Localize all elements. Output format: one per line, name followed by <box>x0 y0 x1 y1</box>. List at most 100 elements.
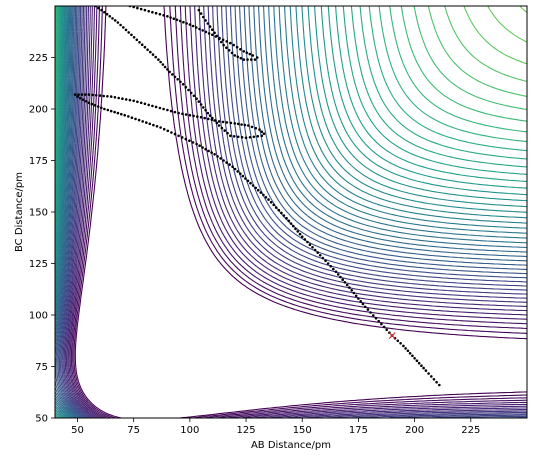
trajectory-point <box>87 101 90 105</box>
trajectory-point <box>87 93 90 96</box>
trajectory-point <box>232 43 235 47</box>
trajectory-point <box>225 46 228 49</box>
trajectory-point <box>109 109 113 113</box>
trajectory-point <box>149 50 152 54</box>
trajectory-point <box>329 264 333 268</box>
contour-level <box>487 6 527 43</box>
trajectory-point <box>430 375 433 378</box>
trajectory-point <box>242 58 246 61</box>
trajectory-point <box>240 123 243 126</box>
trajectory-point <box>207 149 210 153</box>
trajectory-point <box>262 193 265 197</box>
trajectory-point <box>121 97 124 100</box>
trajectory-point <box>124 28 128 32</box>
trajectory-point <box>197 8 201 12</box>
trajectory-point <box>221 120 225 124</box>
trajectory-point <box>204 108 207 112</box>
trajectory-point <box>204 147 207 151</box>
trajectory-point <box>225 161 228 164</box>
contour-level <box>55 6 527 418</box>
trajectory-point <box>146 48 149 51</box>
trajectory-point <box>137 118 141 122</box>
trajectory-point <box>132 36 136 39</box>
trajectory-point <box>251 184 255 187</box>
trajectory-point <box>408 352 412 355</box>
trajectory-point <box>277 208 281 212</box>
trajectory-point <box>155 125 159 128</box>
trajectory-point <box>348 286 351 289</box>
trajectory-point <box>124 98 128 101</box>
trajectory-point <box>192 114 195 118</box>
trajectory-point <box>148 122 152 126</box>
contour-lines <box>55 6 527 418</box>
trajectory-point <box>147 9 150 13</box>
trajectory-point <box>191 141 195 144</box>
trajectory-point <box>143 45 147 49</box>
y-tick-label: 200 <box>29 105 48 116</box>
trajectory-point <box>240 136 244 139</box>
trajectory-point <box>354 294 358 298</box>
trajectory-point <box>256 135 260 138</box>
trajectory-point <box>195 97 198 100</box>
trajectory-point <box>343 281 347 284</box>
x-tick-label: 75 <box>127 425 140 436</box>
trajectory-point <box>334 270 338 274</box>
trajectory-point <box>227 49 231 52</box>
trajectory-point <box>162 14 165 17</box>
trajectory-point <box>196 115 199 118</box>
trajectory-point <box>321 256 325 260</box>
trajectory-point <box>96 105 100 108</box>
contour-level <box>55 6 527 418</box>
trajectory-point <box>93 104 97 107</box>
trajectory-point <box>366 308 370 311</box>
trajectory-point <box>147 103 150 107</box>
trajectory-point <box>179 80 182 84</box>
trajectory-point <box>154 11 158 15</box>
contour-level <box>56 6 527 418</box>
trajectory-point <box>361 302 365 306</box>
trajectory-point <box>213 153 216 156</box>
trajectory-point <box>226 131 229 135</box>
trajectory-point <box>98 94 102 97</box>
trajectory-point <box>145 121 148 124</box>
trajectory-point <box>372 314 375 317</box>
trajectory-point <box>94 94 98 97</box>
trajectory-point <box>199 115 203 119</box>
trajectory-point <box>138 41 141 44</box>
contour-level <box>74 6 527 418</box>
trajectory-point <box>435 380 438 384</box>
y-tick-label: 50 <box>35 414 48 425</box>
contour-level <box>413 6 527 111</box>
trajectory-point <box>332 267 335 271</box>
trajectory-point <box>215 34 219 38</box>
trajectory-point <box>151 104 154 108</box>
trajectory-point <box>256 188 260 192</box>
trajectory-point <box>81 98 85 101</box>
trajectory-point <box>406 349 410 353</box>
trajectory-point <box>413 357 416 360</box>
trajectory-point <box>154 55 157 59</box>
trajectory-point <box>313 248 317 252</box>
contour-level <box>55 6 527 418</box>
trajectory-point <box>236 55 240 59</box>
trajectory-point <box>298 232 302 236</box>
trajectory-point <box>246 179 250 183</box>
y-axis: 50 75 100 125 150 175 200 225 <box>29 53 55 425</box>
trajectory-point <box>244 136 248 140</box>
trajectory-point <box>221 38 225 42</box>
trajectory-point <box>248 136 252 139</box>
trajectory-point <box>173 75 177 79</box>
trajectory-point <box>252 135 256 139</box>
trajectory-point <box>201 29 204 32</box>
trajectory-point <box>352 291 356 295</box>
plot-background <box>55 6 527 418</box>
trajectory-point <box>106 95 109 98</box>
trajectory-point <box>308 243 312 246</box>
trajectory-point <box>166 108 169 112</box>
trajectory-point <box>207 32 211 35</box>
trajectory-point <box>236 170 239 173</box>
trajectory-point <box>192 94 196 98</box>
trajectory-point <box>427 372 430 375</box>
trajectory-point <box>204 19 207 22</box>
y-tick-label: 125 <box>29 259 48 270</box>
